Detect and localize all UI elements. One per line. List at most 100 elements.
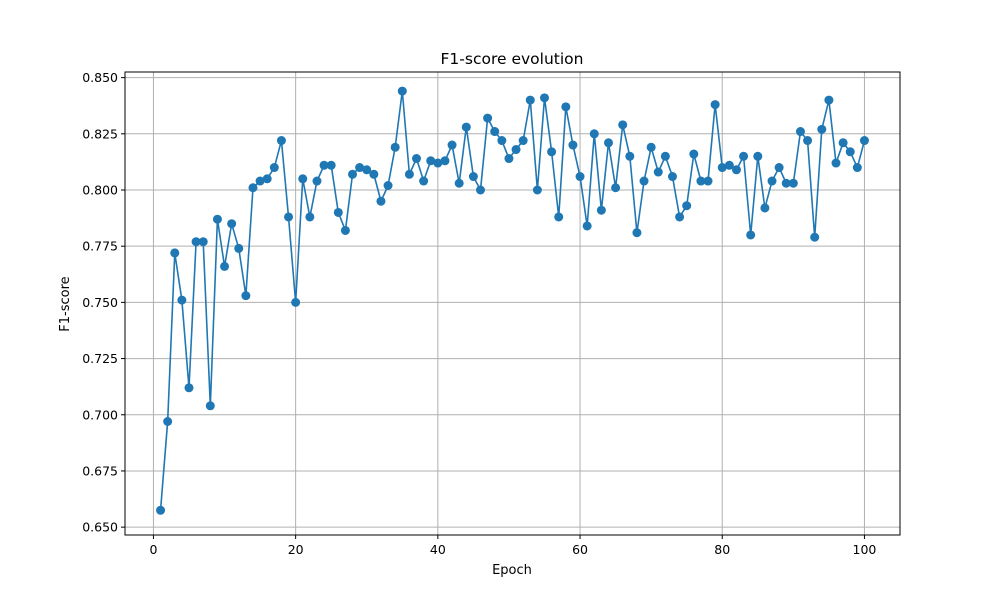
data-point	[810, 232, 820, 242]
data-point	[660, 151, 670, 161]
y-tick-label: 0.675	[82, 463, 118, 478]
data-point	[603, 138, 613, 148]
data-point	[596, 205, 606, 215]
data-point	[340, 225, 350, 235]
series-layer	[156, 86, 869, 515]
data-point	[554, 212, 564, 222]
data-point	[568, 140, 578, 150]
data-point	[682, 201, 692, 211]
data-point	[298, 174, 308, 184]
data-point	[852, 163, 862, 173]
data-point	[248, 183, 258, 193]
data-point	[390, 142, 400, 152]
data-point	[419, 176, 429, 186]
data-point	[760, 203, 770, 213]
y-axis-label: F1-score	[58, 276, 73, 331]
data-point	[817, 124, 827, 134]
data-point	[547, 147, 557, 157]
data-point	[269, 163, 279, 173]
x-tick-label: 40	[430, 542, 446, 557]
data-point	[212, 214, 222, 224]
data-point	[440, 156, 450, 166]
x-axis: 0 20 40 60 80 100	[149, 535, 876, 557]
data-point	[234, 243, 244, 253]
data-point	[717, 163, 727, 173]
data-point	[461, 122, 471, 132]
data-point	[838, 138, 848, 148]
x-tick-label: 20	[288, 542, 304, 557]
data-point	[312, 176, 322, 186]
data-point	[675, 212, 685, 222]
data-point	[284, 212, 294, 222]
data-point	[476, 185, 486, 195]
data-point	[731, 165, 741, 175]
data-point	[348, 169, 358, 179]
data-point	[483, 113, 493, 123]
data-point	[696, 176, 706, 186]
data-point	[653, 167, 663, 177]
data-point	[376, 196, 386, 206]
data-point	[156, 505, 166, 515]
data-point	[220, 261, 230, 271]
y-tick-label: 0.800	[82, 182, 118, 197]
y-tick-label: 0.750	[82, 295, 118, 310]
data-point	[859, 136, 869, 146]
data-point	[824, 95, 834, 105]
data-point	[369, 169, 379, 179]
data-point	[433, 158, 443, 168]
data-point	[632, 228, 642, 238]
data-point	[255, 176, 265, 186]
y-axis: 0.650 0.675 0.700 0.725 0.750 0.775 0.800 0.825…	[82, 70, 125, 535]
data-point	[227, 219, 237, 229]
data-point	[468, 172, 478, 182]
data-point	[412, 154, 422, 164]
data-point	[404, 169, 414, 179]
data-point	[845, 147, 855, 157]
data-point	[646, 142, 656, 152]
data-point	[518, 136, 528, 146]
data-point	[582, 221, 592, 231]
data-point	[753, 151, 763, 161]
data-point	[774, 163, 784, 173]
data-point	[198, 237, 208, 247]
data-point	[667, 172, 677, 182]
data-point	[490, 127, 500, 137]
plot-frame	[124, 71, 901, 536]
series-line	[159, 90, 866, 511]
data-point	[561, 102, 571, 112]
y-tick-label: 0.725	[82, 351, 118, 366]
data-point	[795, 127, 805, 137]
gridlines	[125, 72, 900, 535]
data-point	[703, 176, 713, 186]
x-tick-label: 100	[853, 542, 877, 557]
data-point	[532, 185, 542, 195]
data-point	[511, 145, 521, 155]
data-point	[781, 178, 791, 188]
data-point	[319, 160, 329, 170]
data-point	[383, 181, 393, 191]
data-point	[184, 383, 194, 393]
data-point	[305, 212, 315, 222]
data-point	[163, 416, 173, 426]
data-point	[689, 149, 699, 159]
data-point	[803, 136, 813, 146]
x-tick-label: 0	[149, 542, 157, 557]
data-point	[333, 207, 343, 217]
data-point	[739, 151, 749, 161]
data-point	[355, 163, 365, 173]
x-tick-label: 80	[714, 542, 730, 557]
data-point	[618, 120, 628, 130]
data-point	[426, 156, 436, 166]
y-tick-label: 0.775	[82, 239, 118, 254]
data-point	[191, 237, 201, 247]
data-point	[639, 176, 649, 186]
data-point	[575, 172, 585, 182]
data-point	[589, 129, 599, 139]
chart-title: F1-score evolution	[441, 50, 584, 68]
data-point	[397, 86, 407, 96]
y-tick-label: 0.700	[82, 407, 118, 422]
data-point	[724, 160, 734, 170]
data-point	[326, 160, 336, 170]
data-point	[767, 176, 777, 186]
